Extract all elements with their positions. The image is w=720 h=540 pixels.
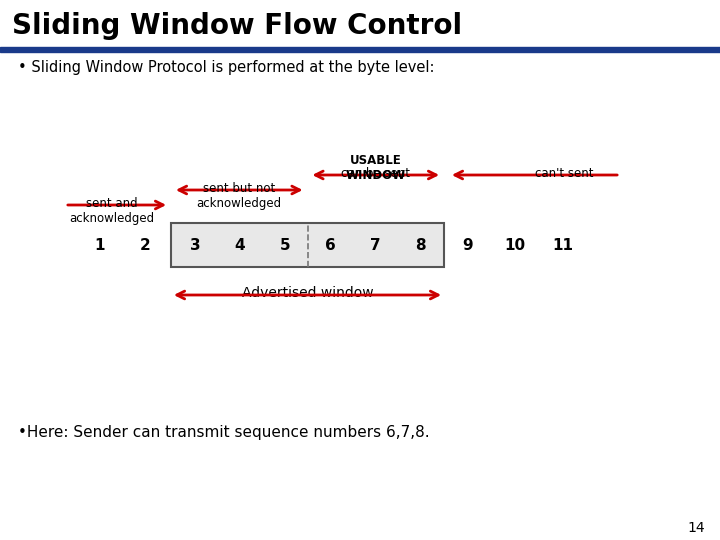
Text: Sliding Window Flow Control: Sliding Window Flow Control [12,12,462,40]
Text: 14: 14 [688,521,705,535]
Text: • Sliding Window Protocol is performed at the byte level:: • Sliding Window Protocol is performed a… [18,60,434,75]
Text: 10: 10 [505,238,526,253]
Text: 7: 7 [369,238,380,253]
Text: 3: 3 [189,238,200,253]
Text: 11: 11 [552,238,574,253]
Text: 5: 5 [279,238,290,253]
Text: sent and
acknowledged: sent and acknowledged [69,197,155,225]
Text: sent but not
acknowledged: sent but not acknowledged [197,182,282,210]
Text: Advertised window: Advertised window [242,286,373,300]
Text: 6: 6 [325,238,336,253]
Text: 8: 8 [415,238,426,253]
Text: 4: 4 [235,238,246,253]
Text: 1: 1 [95,238,105,253]
Text: •Here: Sender can transmit sequence numbers 6,7,8.: •Here: Sender can transmit sequence numb… [18,425,430,440]
Text: can't sent: can't sent [535,167,594,180]
Text: USABLE
WINDOW: USABLE WINDOW [346,154,406,182]
Bar [0,47,720,52]
Bar [171,223,444,267]
Text: 9: 9 [463,238,473,253]
Text: 2: 2 [140,238,150,253]
Text: can be sent: can be sent [341,167,410,180]
